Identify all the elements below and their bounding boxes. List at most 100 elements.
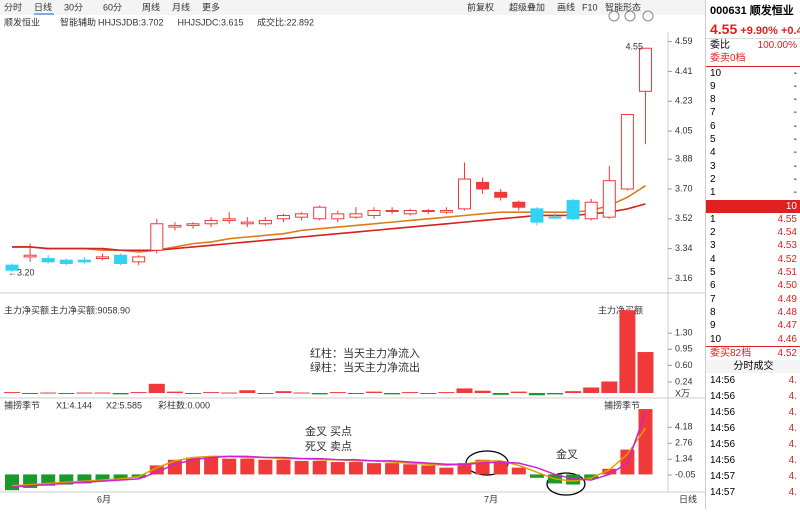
fishing-bar bbox=[77, 474, 92, 484]
level: 4 bbox=[710, 147, 716, 159]
level: 2 bbox=[710, 173, 716, 185]
fishing-bar bbox=[5, 474, 19, 491]
flow-bar bbox=[547, 393, 563, 395]
icon[interactable] bbox=[642, 10, 654, 22]
y-tick-label: 0.60 bbox=[675, 360, 693, 370]
candle-body bbox=[566, 200, 580, 220]
tab[interactable]: 更多 bbox=[202, 1, 220, 12]
level: 6 bbox=[710, 120, 716, 132]
price: 4. bbox=[788, 455, 797, 467]
note: 绿柱：当天主力净流出 bbox=[310, 360, 420, 374]
level: 7 bbox=[710, 293, 716, 305]
candle-body bbox=[602, 180, 616, 218]
buy-row: 5 4.51 bbox=[706, 266, 800, 279]
fishing-bar bbox=[511, 467, 526, 475]
fishing-bar bbox=[584, 474, 599, 479]
icon[interactable] bbox=[608, 10, 620, 22]
fishing-bar bbox=[421, 465, 436, 475]
buy-row: 4 4.52 bbox=[706, 253, 800, 266]
flow-bar bbox=[40, 392, 57, 394]
y-tick-label: 0.24 bbox=[675, 376, 693, 386]
price: - bbox=[793, 94, 797, 106]
price: - bbox=[793, 134, 797, 146]
flow-bar bbox=[311, 393, 328, 395]
time: 14:56 bbox=[710, 391, 736, 403]
fishing-bar bbox=[602, 468, 617, 475]
flow-bar bbox=[601, 381, 618, 393]
pct: +9.90% bbox=[740, 25, 778, 37]
tab[interactable]: 周线 bbox=[142, 1, 160, 12]
level: 5 bbox=[710, 134, 716, 146]
level: 4 bbox=[710, 253, 716, 265]
level: 9 bbox=[710, 320, 716, 332]
price: 4. bbox=[788, 407, 797, 419]
tab[interactable]: 分时 bbox=[4, 1, 22, 12]
label: 委卖0档 bbox=[710, 53, 746, 65]
candle-body bbox=[77, 259, 91, 263]
tab[interactable]: 日线 bbox=[34, 1, 52, 12]
candle-body bbox=[439, 210, 453, 213]
price: - bbox=[793, 160, 797, 172]
level: 3 bbox=[710, 160, 716, 172]
candle-body bbox=[204, 219, 218, 225]
fishing-bar bbox=[367, 463, 381, 475]
flow-bar bbox=[384, 393, 401, 395]
flow-bar bbox=[528, 393, 545, 396]
note: 金叉 买点 bbox=[305, 424, 352, 438]
y-tick-label: 4.41 bbox=[675, 66, 693, 76]
sell-row: 8- bbox=[706, 93, 800, 106]
tab[interactable]: 月线 bbox=[172, 1, 190, 12]
tool[interactable]: 画线 bbox=[557, 1, 575, 12]
x-tick-label: 7月 bbox=[484, 494, 498, 504]
indicator: HHJSJDC:3.615 bbox=[178, 17, 244, 27]
buy-row: 3 4.53 bbox=[706, 239, 800, 252]
price: - bbox=[793, 67, 797, 79]
tool[interactable]: F10 bbox=[582, 2, 598, 12]
label: 委比 bbox=[710, 40, 730, 51]
price: 4. bbox=[788, 471, 797, 483]
candle-body bbox=[331, 213, 345, 220]
flow-bar bbox=[637, 352, 654, 393]
value: 4.52 bbox=[777, 347, 797, 359]
buy-row: 2 4.54 bbox=[706, 226, 800, 239]
flow-bar bbox=[148, 383, 165, 393]
sell-row: 2- bbox=[706, 173, 800, 186]
tab[interactable]: 30分 bbox=[64, 2, 83, 12]
note: 金叉 bbox=[556, 447, 578, 461]
candle-body bbox=[23, 254, 37, 258]
tool[interactable]: 超级叠加 bbox=[509, 1, 545, 12]
price: - bbox=[793, 107, 797, 119]
trade-row: 14:56 4. bbox=[706, 437, 800, 453]
sell-row: 4- bbox=[706, 146, 800, 159]
level: 8 bbox=[710, 306, 716, 318]
moving-average bbox=[12, 185, 646, 253]
chg: +0.4 bbox=[781, 25, 800, 37]
icon[interactable] bbox=[624, 10, 636, 22]
buy-row: 1 4.55 bbox=[706, 213, 800, 226]
fishing-bar bbox=[403, 464, 418, 475]
panel-title: 主力净买额 bbox=[4, 304, 49, 315]
label: 分时成交 bbox=[733, 361, 774, 373]
time: 14:56 bbox=[710, 407, 736, 419]
price: - bbox=[793, 187, 797, 199]
band: 10 bbox=[706, 199, 800, 213]
flow-bar bbox=[239, 390, 256, 393]
period-button[interactable]: 日线 bbox=[679, 493, 697, 504]
note: 红柱：当天主力净流入 bbox=[310, 346, 420, 360]
price: 4.53 bbox=[777, 240, 797, 252]
candle-body bbox=[349, 213, 363, 218]
buy-row: 7 4.49 bbox=[706, 293, 800, 306]
trade-row: 14:56 4. bbox=[706, 405, 800, 421]
candle-body bbox=[258, 219, 272, 225]
y-tick-label: 3.16 bbox=[675, 273, 693, 283]
tool[interactable]: 智能形态 bbox=[605, 1, 641, 12]
code: 000631 bbox=[710, 5, 747, 17]
tab[interactable]: 60分 bbox=[103, 2, 122, 12]
tool[interactable]: 前复权 bbox=[467, 1, 494, 12]
sell-title: 委卖0档 bbox=[706, 52, 800, 67]
low-label: ←3.20 bbox=[8, 267, 35, 277]
flow-bar bbox=[456, 388, 473, 393]
